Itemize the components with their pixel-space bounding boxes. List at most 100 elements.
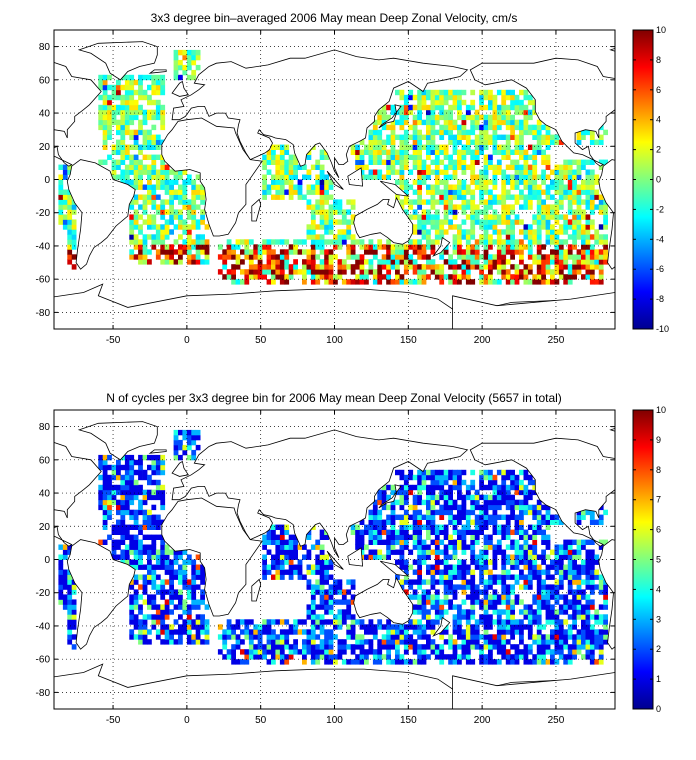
bin-cell	[474, 494, 480, 501]
bin-cell	[457, 124, 462, 131]
bin-cell	[231, 649, 236, 655]
bin-cell	[470, 644, 476, 650]
bin-cell	[116, 84, 121, 91]
bin-cell	[133, 579, 139, 585]
bin-cell	[302, 554, 307, 560]
bin-cell	[417, 529, 422, 535]
bin-cell	[129, 229, 135, 235]
bin-cell	[514, 134, 520, 140]
bin-cell	[417, 254, 422, 260]
bin-cell	[558, 264, 564, 270]
bin-cell	[315, 224, 321, 230]
bin-cell	[536, 609, 542, 615]
bin-cell	[266, 249, 272, 255]
bin-cell	[116, 519, 121, 525]
bin-cell	[395, 274, 400, 280]
bin-cell	[111, 499, 117, 506]
bin-cell	[386, 649, 391, 655]
bin-cell	[160, 259, 166, 265]
bin-cell	[173, 59, 179, 66]
bin-cell	[461, 254, 467, 260]
bin-cell	[324, 619, 329, 625]
bin-cell	[483, 219, 489, 225]
bin-cell	[390, 509, 396, 516]
bin-cell	[381, 149, 387, 155]
bin-cell	[71, 589, 77, 595]
bin-cell	[408, 214, 414, 220]
bin-cell	[581, 179, 586, 185]
bin-cell	[102, 139, 108, 145]
bin-cell	[129, 164, 135, 170]
bin-cell	[195, 429, 201, 436]
bin-cell	[204, 619, 210, 625]
bin-cell	[395, 149, 400, 155]
bin-cell	[492, 524, 498, 530]
bin-cell	[563, 229, 569, 235]
bin-cell	[550, 559, 555, 565]
bin-cell	[457, 534, 462, 540]
bin-cell	[319, 154, 325, 160]
bin-cell	[182, 619, 188, 625]
bin-cell	[328, 269, 334, 275]
bin-cell	[129, 74, 135, 81]
bin-cell	[589, 634, 595, 640]
bin-cell	[231, 244, 236, 250]
bin-cell	[541, 259, 546, 265]
bin-cell	[164, 244, 170, 250]
bin-cell	[443, 469, 449, 476]
bin-cell	[98, 104, 104, 111]
bin-cell	[133, 624, 139, 630]
bin-cell	[288, 574, 294, 580]
bin-cell	[572, 604, 577, 610]
bin-cell	[505, 619, 511, 625]
bin-cell	[355, 524, 360, 530]
bin-cell	[448, 639, 453, 645]
bin-cell	[147, 554, 152, 560]
bin-cell	[133, 184, 139, 190]
bin-cell	[346, 264, 352, 270]
bin-cell	[306, 269, 312, 275]
bin-cell	[372, 144, 378, 150]
bin-cell	[129, 154, 135, 160]
bin-cell	[355, 529, 360, 535]
bin-cell	[426, 149, 431, 155]
bin-cell	[102, 524, 108, 530]
bin-cell	[434, 479, 440, 486]
bin-cell	[315, 614, 321, 620]
bin-cell	[532, 109, 538, 116]
bin-cell	[217, 649, 223, 655]
bin-cell	[523, 159, 529, 165]
bin-cell	[319, 214, 325, 220]
bin-cell	[558, 554, 564, 560]
bin-cell	[514, 549, 520, 555]
bin-cell	[532, 489, 538, 496]
bin-cell	[142, 194, 148, 200]
bin-cell	[120, 549, 126, 555]
bin-cell	[452, 209, 458, 215]
bin-cell	[271, 534, 276, 540]
bin-cell	[426, 514, 431, 520]
bin-cell	[129, 214, 135, 220]
bin-cell	[558, 564, 564, 570]
bin-cell	[142, 589, 148, 595]
bin-cell	[496, 164, 502, 170]
bin-cell	[412, 189, 418, 195]
bin-cell	[412, 494, 418, 501]
bin-cell	[173, 69, 179, 76]
bin-cell	[138, 639, 143, 645]
bin-cell	[138, 624, 143, 630]
bin-cell	[576, 574, 582, 580]
bin-cell	[297, 189, 303, 195]
bin-cell	[470, 104, 476, 111]
bin-cell	[257, 264, 263, 270]
bin-cell	[408, 474, 414, 481]
bin-cell	[523, 564, 529, 570]
bin-cell	[550, 639, 555, 645]
bin-cell	[426, 169, 431, 175]
bin-cell	[200, 234, 205, 240]
bin-cell	[527, 494, 533, 501]
bin-cell	[111, 84, 117, 91]
bin-cell	[461, 209, 467, 215]
bin-cell	[465, 199, 471, 205]
bin-cell	[474, 109, 480, 116]
